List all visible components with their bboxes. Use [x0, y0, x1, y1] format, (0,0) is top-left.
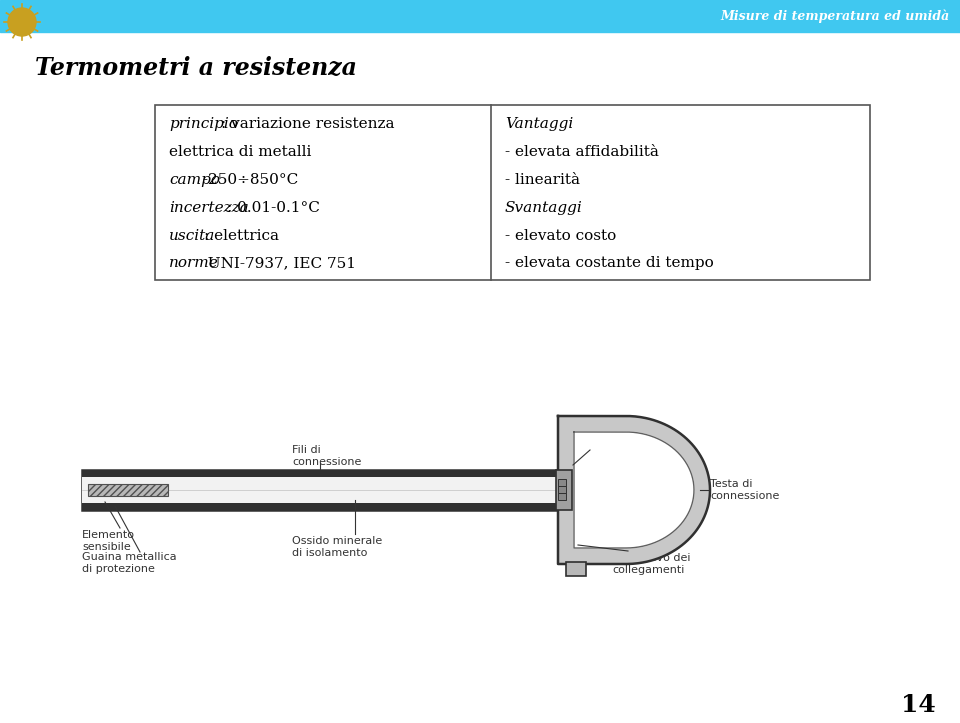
Polygon shape: [558, 416, 710, 564]
Text: incertezza: incertezza: [169, 201, 249, 215]
Text: : elettrica: : elettrica: [204, 228, 278, 242]
Text: Vantaggi: Vantaggi: [505, 117, 573, 132]
Text: uscita: uscita: [169, 228, 215, 242]
Text: - elevata affidabilità: - elevata affidabilità: [505, 145, 659, 159]
Text: Passacavo dei
collegamenti: Passacavo dei collegamenti: [612, 553, 690, 575]
Bar: [155, 105, 870, 280]
Text: Ossido minerale
di isolamento: Ossido minerale di isolamento: [292, 536, 382, 557]
Bar: [558, 493, 566, 500]
Text: Guaina metallica
di protezione: Guaina metallica di protezione: [82, 552, 177, 573]
Text: - elevato costo: - elevato costo: [505, 228, 616, 242]
Bar: [556, 470, 572, 510]
Circle shape: [8, 8, 36, 36]
Text: Svantaggi: Svantaggi: [505, 201, 583, 215]
Text: Testa di
connessione: Testa di connessione: [710, 479, 780, 501]
Text: Fili di
connessione: Fili di connessione: [292, 445, 361, 466]
Text: Termometri a resistenza: Termometri a resistenza: [35, 56, 357, 80]
Text: 14: 14: [900, 693, 935, 717]
Text: Misure di temperatura ed umidà: Misure di temperatura ed umidà: [721, 9, 950, 22]
Polygon shape: [574, 432, 694, 548]
Bar: [88, 484, 168, 496]
Text: - linearità: - linearità: [505, 173, 580, 187]
Text: principio: principio: [169, 117, 238, 132]
Text: - elevata costante di tempo: - elevata costante di tempo: [505, 257, 714, 270]
Bar: [82, 470, 558, 510]
Bar: [558, 479, 566, 486]
Bar: [82, 477, 558, 503]
Bar: [558, 486, 566, 493]
Bar: [566, 562, 586, 576]
Text: elettrica di metalli: elettrica di metalli: [169, 145, 311, 159]
Text: campo: campo: [169, 173, 220, 187]
Bar: [82, 503, 558, 510]
Text: UNI-7937, IEC 751: UNI-7937, IEC 751: [198, 257, 356, 270]
Bar: [82, 470, 558, 477]
Text: Morsetti della
termoresistenza: Morsetti della termoresistenza: [560, 430, 650, 452]
Text: norme: norme: [169, 257, 219, 270]
Text: : 0.01-0.1°C: : 0.01-0.1°C: [227, 201, 320, 215]
Bar: [0, 0, 960, 32]
Text: : variazione resistenza: : variazione resistenza: [221, 117, 395, 132]
Text: -250÷850°C: -250÷850°C: [198, 173, 299, 187]
Text: Elemento
sensibile: Elemento sensibile: [82, 530, 135, 552]
